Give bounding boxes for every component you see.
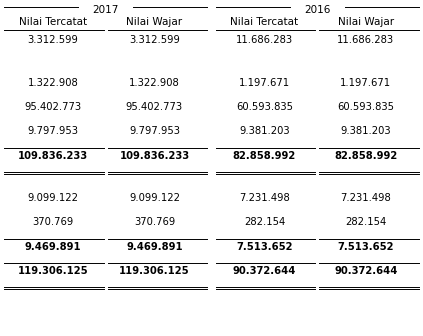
Text: 90.372.644: 90.372.644 — [334, 266, 398, 276]
Text: Nilai Wajar: Nilai Wajar — [338, 17, 394, 27]
Text: 119.306.125: 119.306.125 — [119, 266, 190, 276]
Text: 9.469.891: 9.469.891 — [25, 242, 81, 252]
Text: 3.312.599: 3.312.599 — [129, 35, 180, 45]
Text: 2017: 2017 — [93, 5, 119, 15]
Text: 9.469.891: 9.469.891 — [126, 242, 183, 252]
Text: 7.231.498: 7.231.498 — [341, 193, 391, 203]
Text: 95.402.773: 95.402.773 — [126, 102, 183, 112]
Text: 82.858.992: 82.858.992 — [233, 151, 296, 161]
Text: 1.322.908: 1.322.908 — [27, 78, 78, 88]
Text: 370.769: 370.769 — [32, 217, 74, 227]
Text: 11.686.283: 11.686.283 — [337, 35, 395, 45]
Text: 2016: 2016 — [304, 5, 330, 15]
Text: 9.797.953: 9.797.953 — [27, 126, 78, 136]
Text: 11.686.283: 11.686.283 — [236, 35, 293, 45]
Text: 282.154: 282.154 — [345, 217, 387, 227]
Text: 119.306.125: 119.306.125 — [18, 266, 88, 276]
Text: 60.593.835: 60.593.835 — [338, 102, 394, 112]
Text: 9.797.953: 9.797.953 — [129, 126, 180, 136]
Text: 7.231.498: 7.231.498 — [239, 193, 290, 203]
Text: 9.099.122: 9.099.122 — [129, 193, 180, 203]
Text: 1.322.908: 1.322.908 — [129, 78, 180, 88]
Text: 1.197.671: 1.197.671 — [239, 78, 290, 88]
Text: 109.836.233: 109.836.233 — [119, 151, 190, 161]
Text: 82.858.992: 82.858.992 — [334, 151, 398, 161]
Text: 9.381.203: 9.381.203 — [341, 126, 391, 136]
Text: 282.154: 282.154 — [244, 217, 285, 227]
Text: 9.381.203: 9.381.203 — [239, 126, 290, 136]
Text: Nilai Wajar: Nilai Wajar — [126, 17, 182, 27]
Text: Nilai Tercatat: Nilai Tercatat — [19, 17, 87, 27]
Text: 95.402.773: 95.402.773 — [24, 102, 82, 112]
Text: 109.836.233: 109.836.233 — [18, 151, 88, 161]
Text: Nilai Tercatat: Nilai Tercatat — [230, 17, 299, 27]
Text: 1.197.671: 1.197.671 — [341, 78, 391, 88]
Text: 370.769: 370.769 — [134, 217, 175, 227]
Text: 7.513.652: 7.513.652 — [236, 242, 293, 252]
Text: 9.099.122: 9.099.122 — [27, 193, 78, 203]
Text: 90.372.644: 90.372.644 — [233, 266, 296, 276]
Text: 3.312.599: 3.312.599 — [27, 35, 78, 45]
Text: 7.513.652: 7.513.652 — [338, 242, 394, 252]
Text: 60.593.835: 60.593.835 — [236, 102, 293, 112]
